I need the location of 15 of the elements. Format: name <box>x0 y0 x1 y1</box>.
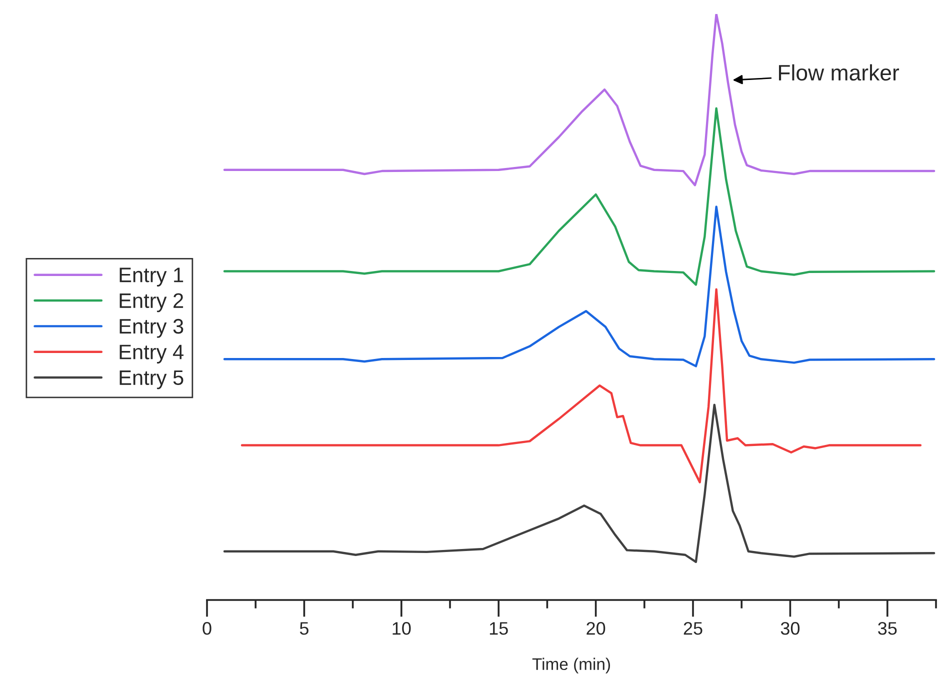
legend-label: Entry 4 <box>120 344 184 364</box>
legend-label: Entry 5 <box>120 370 184 390</box>
legend-label: Entry 3 <box>120 318 184 338</box>
legend-label: Entry 1 <box>120 268 184 286</box>
x-tick-label: 10 <box>392 622 411 635</box>
x-tick-label: 5 <box>300 622 308 635</box>
annotation: Flow marker <box>778 64 900 81</box>
x-tick-label: 30 <box>780 622 800 635</box>
x-tick-label: 35 <box>878 622 897 635</box>
legend-label: Entry 2 <box>120 293 184 312</box>
x-tick-label: 15 <box>490 622 508 635</box>
x-axis-title: Time (min) <box>532 658 610 674</box>
x-tick-label: 25 <box>684 622 702 635</box>
x-tick-label: 0 <box>202 622 212 635</box>
x-tick-label: 20 <box>586 622 606 635</box>
